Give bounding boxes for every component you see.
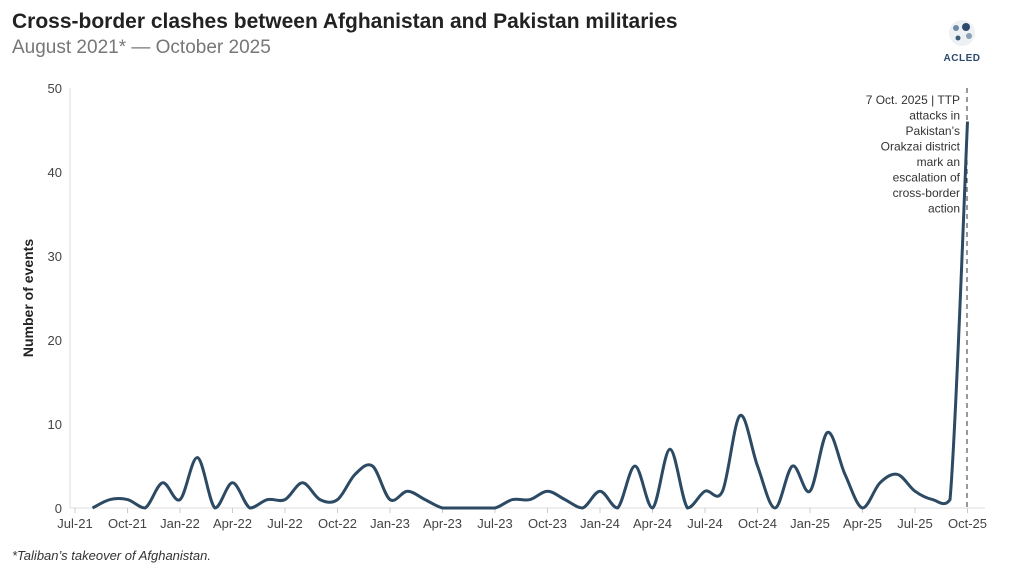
x-tick-label: Apr-25 (843, 516, 882, 531)
data-point-Aug-22 (301, 481, 305, 485)
acled-logo: ACLED (940, 18, 984, 64)
x-tick-label: Jul-24 (687, 516, 722, 531)
data-point-Nov-23 (563, 498, 567, 502)
data-point-Jul-25 (913, 489, 917, 493)
data-point-Sep-23 (528, 498, 532, 502)
x-tick-label: Jul-25 (897, 516, 932, 531)
x-tick-label: Jan-24 (580, 516, 620, 531)
data-point-Jan-24 (598, 489, 602, 493)
data-point-Feb-25 (826, 430, 830, 434)
x-tick-label: Oct-25 (948, 516, 987, 531)
data-point-Mar-22 (213, 506, 217, 510)
data-point-Apr-24 (651, 506, 655, 510)
data-point-Aug-24 (721, 489, 725, 493)
data-point-Oct-21 (126, 498, 130, 502)
data-point-May-24 (668, 447, 672, 451)
data-point-Jan-23 (388, 498, 392, 502)
logo-text: ACLED (943, 53, 981, 64)
data-point-Sep-25 (948, 498, 952, 502)
footnote: *Taliban’s takeover of Afghanistan. (12, 548, 211, 563)
y-tick-label: 10 (48, 417, 62, 432)
data-point-Mar-25 (843, 472, 847, 476)
data-point-Jun-24 (686, 506, 690, 510)
x-tick-label: Oct-21 (108, 516, 147, 531)
data-point-Sep-21 (108, 498, 112, 502)
data-point-Dec-22 (371, 464, 375, 468)
data-point-Jan-22 (178, 498, 182, 502)
annotation-text: action (928, 202, 960, 216)
annotation-text: 7 Oct. 2025 | TTP (866, 93, 960, 107)
data-point-May-22 (248, 506, 252, 510)
x-tick-label: Jul-23 (477, 516, 512, 531)
x-tick-label: Apr-23 (423, 516, 462, 531)
data-point-Jul-23 (493, 506, 497, 510)
data-point-Dec-24 (791, 464, 795, 468)
data-point-Jun-25 (896, 472, 900, 476)
data-point-Nov-21 (143, 506, 147, 510)
data-point-Dec-23 (581, 506, 585, 510)
data-point-Oct-24 (756, 464, 760, 468)
data-point-May-25 (878, 481, 882, 485)
x-tick-label: Apr-22 (213, 516, 252, 531)
data-point-May-23 (458, 506, 462, 510)
data-point-Jun-23 (476, 506, 480, 510)
data-point-Dec-21 (161, 481, 165, 485)
data-point-Jul-22 (283, 498, 287, 502)
x-tick-label: Jan-25 (790, 516, 830, 531)
data-point-Feb-22 (196, 456, 200, 460)
x-tick-label: Oct-24 (738, 516, 777, 531)
x-tick-label: Apr-24 (633, 516, 672, 531)
data-point-Jun-22 (266, 498, 270, 502)
data-point-Oct-23 (546, 489, 550, 493)
data-point-Apr-23 (441, 506, 445, 510)
chart-subtitle: August 2021* — October 2025 (12, 37, 271, 58)
data-point-Oct-25 (966, 120, 970, 124)
data-point-Sep-22 (318, 498, 322, 502)
data-point-Mar-24 (633, 464, 637, 468)
y-tick-label: 40 (48, 165, 62, 180)
x-tick-label: Oct-23 (528, 516, 567, 531)
y-tick-label: 30 (48, 249, 62, 264)
data-point-Sep-24 (738, 414, 742, 418)
data-point-Feb-24 (616, 506, 620, 510)
x-tick-label: Jul-22 (267, 516, 302, 531)
annotation-text: Pakistan’s (906, 124, 960, 138)
annotation-text: mark an (917, 155, 960, 169)
x-tick-label: Jan-23 (370, 516, 410, 531)
y-tick-label: 50 (48, 81, 62, 96)
x-tick-label: Oct-22 (318, 516, 357, 531)
data-point-Jan-25 (808, 489, 812, 493)
x-tick-label: Jan-22 (160, 516, 200, 531)
data-point-Aug-23 (511, 498, 515, 502)
y-tick-label: 0 (55, 501, 62, 516)
data-point-Mar-23 (423, 498, 427, 502)
data-point-Nov-24 (773, 506, 777, 510)
chart-title: Cross-border clashes between Afghanistan… (12, 10, 678, 33)
data-point-Oct-22 (336, 498, 340, 502)
data-point-Apr-22 (231, 481, 235, 485)
annotation-text: escalation of (893, 171, 961, 185)
x-tick-label: Jul-21 (57, 516, 92, 531)
y-tick-label: 20 (48, 333, 62, 348)
data-point-Jul-24 (703, 489, 707, 493)
y-axis-label: Number of events (20, 239, 36, 357)
annotation-text: Orakzai district (881, 140, 961, 154)
data-point-Feb-23 (406, 489, 410, 493)
series-line (91, 121, 969, 510)
annotation-text: cross-border (893, 186, 960, 200)
annotation-text: attacks in (909, 109, 960, 123)
data-point-Nov-22 (353, 472, 357, 476)
globe-icon (949, 20, 975, 46)
data-point-Aug-25 (931, 498, 935, 502)
data-point-Apr-25 (861, 506, 865, 510)
data-point-Aug-21 (91, 506, 95, 510)
